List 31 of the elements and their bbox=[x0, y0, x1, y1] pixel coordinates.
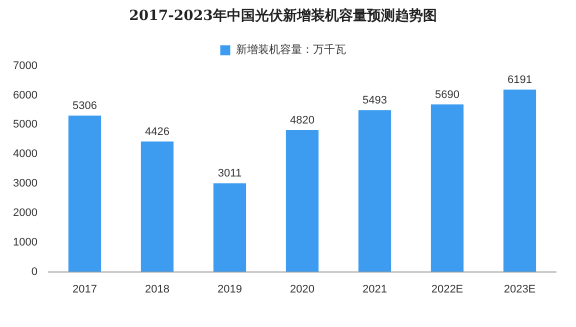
y-tick-label: 7000 bbox=[12, 60, 38, 72]
chart-title: 2017-2023年中国光伏新增装机容量预测趋势图 bbox=[129, 7, 437, 24]
x-tick-label: 2018 bbox=[144, 283, 170, 296]
legend-label: 新增装机容量：万千瓦 bbox=[236, 43, 346, 56]
data-label: 6191 bbox=[508, 74, 532, 86]
bar bbox=[140, 142, 174, 272]
bar bbox=[286, 130, 319, 272]
bar bbox=[213, 183, 246, 272]
x-tick-label: 2021 bbox=[362, 283, 387, 296]
data-label: 4820 bbox=[290, 114, 314, 126]
bar bbox=[68, 116, 102, 272]
data-label: 5690 bbox=[435, 88, 460, 101]
bar bbox=[358, 110, 392, 272]
y-tick-label: 3000 bbox=[12, 178, 38, 190]
x-tick-label: 2022E bbox=[431, 283, 464, 296]
x-tick-label: 2019 bbox=[217, 283, 242, 296]
y-tick-label: 4000 bbox=[12, 148, 38, 160]
y-tick-label: 2000 bbox=[12, 206, 38, 219]
x-tick-label: 2020 bbox=[290, 283, 314, 296]
y-tick-label: 1000 bbox=[12, 236, 38, 248]
data-label: 5493 bbox=[362, 94, 387, 107]
data-label: 3011 bbox=[218, 168, 242, 180]
x-tick-label: 2023E bbox=[504, 283, 536, 296]
y-tick-label: 0 bbox=[31, 266, 38, 278]
x-tick-label: 2017 bbox=[72, 283, 97, 296]
y-tick-label: 5000 bbox=[12, 118, 38, 131]
y-tick-label: 6000 bbox=[12, 89, 38, 102]
bar bbox=[503, 90, 536, 272]
data-label: 5306 bbox=[72, 100, 97, 112]
bar bbox=[430, 104, 464, 272]
data-label: 4426 bbox=[144, 126, 170, 138]
